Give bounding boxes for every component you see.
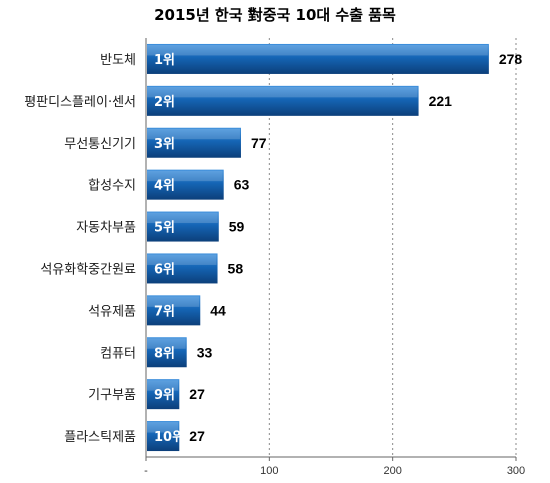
bar-highlight (147, 422, 179, 433)
value-label: 278 (499, 51, 523, 67)
value-label: 27 (189, 428, 205, 444)
rank-label: 9위 (154, 388, 175, 403)
bar-highlight (147, 128, 240, 140)
category-label: 평판디스플레이·센서 (24, 95, 136, 110)
value-label: 59 (229, 219, 245, 235)
bar (147, 127, 241, 158)
bar (147, 43, 489, 74)
rank-label: 2위 (154, 95, 175, 110)
rank-label: 4위 (154, 179, 175, 194)
rank-label: 7위 (154, 304, 175, 319)
bar (147, 169, 224, 200)
bar-highlight (147, 380, 179, 391)
value-label: 77 (251, 135, 267, 151)
rank-label: 1위 (154, 53, 175, 68)
bar-highlight (147, 212, 218, 224)
value-label: 221 (429, 93, 453, 109)
bar (147, 85, 419, 116)
bar-highlight (147, 296, 200, 307)
x-tick-label: - (144, 465, 148, 477)
rank-label: 6위 (154, 262, 175, 277)
category-label: 자동차부품 (76, 221, 136, 236)
bar-highlight (147, 170, 223, 182)
value-label: 44 (210, 302, 226, 318)
chart-title: 2015년 한국 對중국 10대 수출 품목 (154, 6, 396, 24)
bar-highlight (147, 254, 217, 265)
category-label: 무선통신기기 (64, 137, 136, 152)
bar (147, 379, 180, 410)
bars: 반도체 1위 278 평판디스플레이·센서 2위 221 무선통신기기 3위 77 합성수지 4위 6… (24, 43, 523, 452)
rank-label: 3위 (154, 137, 175, 152)
x-tick-label: 200 (383, 465, 401, 477)
value-label: 27 (189, 386, 205, 402)
value-label: 33 (197, 344, 213, 360)
value-label: 58 (228, 260, 244, 276)
category-label: 기구부품 (88, 388, 136, 403)
x-tick-label: 300 (507, 465, 525, 477)
bar-highlight (147, 338, 186, 349)
category-label: 컴퓨터 (100, 346, 136, 361)
x-tick-label: 100 (260, 465, 278, 477)
bar (147, 211, 219, 242)
category-label: 합성수지 (88, 179, 136, 194)
axis: - 100 200 300 (144, 38, 525, 477)
rank-label: 8위 (154, 346, 175, 361)
bar-highlight (147, 86, 418, 98)
category-label: 석유화학중간원료 (40, 262, 136, 277)
bar (147, 337, 187, 368)
bar-highlight (147, 44, 488, 56)
bar (147, 421, 180, 452)
category-label: 석유제품 (88, 304, 136, 319)
rank-label: 5위 (154, 221, 175, 236)
bar (147, 253, 218, 284)
rank-label: 10위 (154, 430, 184, 445)
bar (147, 295, 201, 326)
value-label: 63 (234, 177, 250, 193)
category-label: 플라스틱제품 (64, 430, 136, 445)
category-label: 반도체 (100, 53, 136, 68)
